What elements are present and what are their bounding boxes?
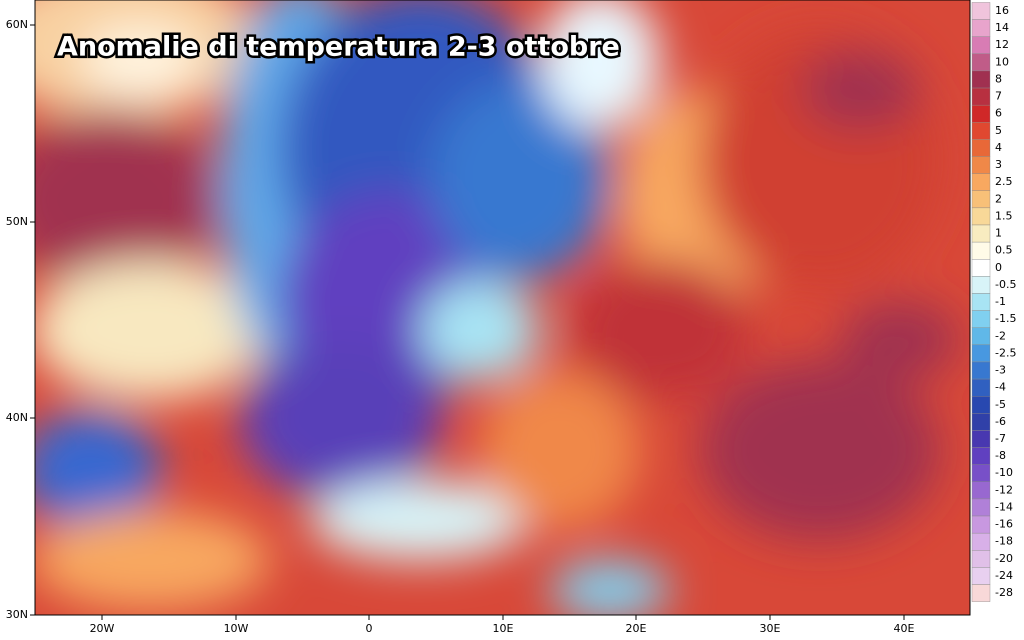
colorbar-label: -8 — [995, 449, 1006, 462]
colorbar-swatch — [971, 293, 991, 311]
colorbar-label: 10 — [995, 55, 1009, 68]
colorbar-swatch — [971, 53, 991, 72]
colorbar-swatch — [971, 104, 991, 123]
lon-label: 20W — [90, 622, 115, 635]
colorbar-label: -3 — [995, 364, 1006, 377]
colorbar-label: -7 — [995, 432, 1006, 445]
colorbar-label: 16 — [995, 4, 1009, 17]
colorbar-swatch — [971, 310, 991, 328]
colorbar-label: -2.5 — [995, 346, 1016, 359]
colorbar-swatch — [971, 532, 991, 551]
colorbar-swatch — [971, 173, 991, 191]
colorbar-swatch — [971, 19, 991, 37]
colorbar-swatch — [971, 190, 991, 209]
colorbar-swatch — [971, 567, 991, 585]
colorbar-label: -10 — [995, 466, 1013, 479]
colorbar-swatch — [971, 327, 991, 346]
colorbar-label: 3 — [995, 158, 1002, 171]
temperature-field — [35, 0, 970, 615]
map-title: Anomalie di temperatura 2-3 ottobre — [57, 32, 620, 63]
colorbar-swatch — [971, 87, 991, 106]
colorbar-label: -12 — [995, 483, 1013, 496]
colorbar-label: -28 — [995, 586, 1013, 599]
colorbar-swatch — [971, 122, 991, 140]
colorbar-label: -0.5 — [995, 278, 1016, 291]
colorbar-label: 12 — [995, 38, 1009, 51]
colorbar-label: 7 — [995, 90, 1002, 103]
colorbar-label: 6 — [995, 107, 1002, 120]
colorbar-label: 0 — [995, 261, 1002, 274]
colorbar-swatch — [971, 259, 991, 277]
colorbar-label: -18 — [995, 535, 1013, 548]
colorbar-label: -16 — [995, 518, 1013, 531]
colorbar-swatch — [971, 464, 991, 482]
colorbar-label: 2 — [995, 192, 1002, 205]
colorbar-label: -24 — [995, 569, 1013, 582]
colorbar-label: -1 — [995, 295, 1006, 308]
colorbar-swatch — [971, 344, 991, 363]
colorbar-swatch — [971, 207, 991, 226]
colorbar-swatch — [971, 584, 991, 602]
lon-label: 20E — [626, 622, 647, 635]
colorbar-swatch — [971, 396, 991, 414]
lat-label: 30N — [6, 608, 28, 621]
colorbar-label: 14 — [995, 21, 1009, 34]
colorbar-label: -4 — [995, 381, 1006, 394]
colorbar-swatch — [971, 224, 991, 243]
colorbar-label: 8 — [995, 72, 1002, 85]
colorbar-swatch — [971, 550, 991, 568]
lon-label: 30E — [760, 622, 781, 635]
lon-label: 10W — [224, 622, 249, 635]
colorbar-label: -5 — [995, 398, 1006, 411]
colorbar-label: 2.5 — [995, 175, 1013, 188]
colorbar-swatch — [971, 361, 991, 380]
colorbar-swatch — [971, 36, 991, 55]
lon-label: 10E — [493, 622, 514, 635]
colorbar-swatch — [971, 447, 991, 465]
colorbar-swatch — [971, 481, 991, 500]
colorbar-label: -2 — [995, 329, 1006, 342]
colorbar-swatch — [971, 156, 991, 174]
lat-label: 50N — [6, 215, 28, 228]
lon-label: 40E — [894, 622, 915, 635]
colorbar-swatch — [971, 413, 991, 431]
colorbar-swatch — [971, 139, 991, 157]
colorbar-label: -20 — [995, 552, 1013, 565]
colorbar-swatch — [971, 276, 991, 294]
colorbar-label: 0.5 — [995, 244, 1013, 257]
colorbar-swatch — [971, 378, 991, 397]
colorbar-label: 5 — [995, 124, 1002, 137]
colorbar-swatch — [971, 498, 991, 517]
lat-label: 60N — [6, 18, 28, 31]
colorbar-swatch — [971, 241, 991, 260]
colorbar-swatch — [971, 2, 991, 20]
colorbar-label: -6 — [995, 415, 1006, 428]
colorbar-swatch — [971, 515, 991, 534]
colorbar-label: 1.5 — [995, 209, 1013, 222]
colorbar-label: -14 — [995, 500, 1013, 513]
colorbar-swatch — [971, 70, 991, 89]
colorbar-swatch — [971, 430, 991, 448]
colorbar-label: -1.5 — [995, 312, 1016, 325]
colorbar-label: 4 — [995, 141, 1002, 154]
lat-label: 40N — [6, 411, 28, 424]
colorbar-label: 1 — [995, 227, 1002, 240]
lon-label: 0 — [366, 622, 373, 635]
